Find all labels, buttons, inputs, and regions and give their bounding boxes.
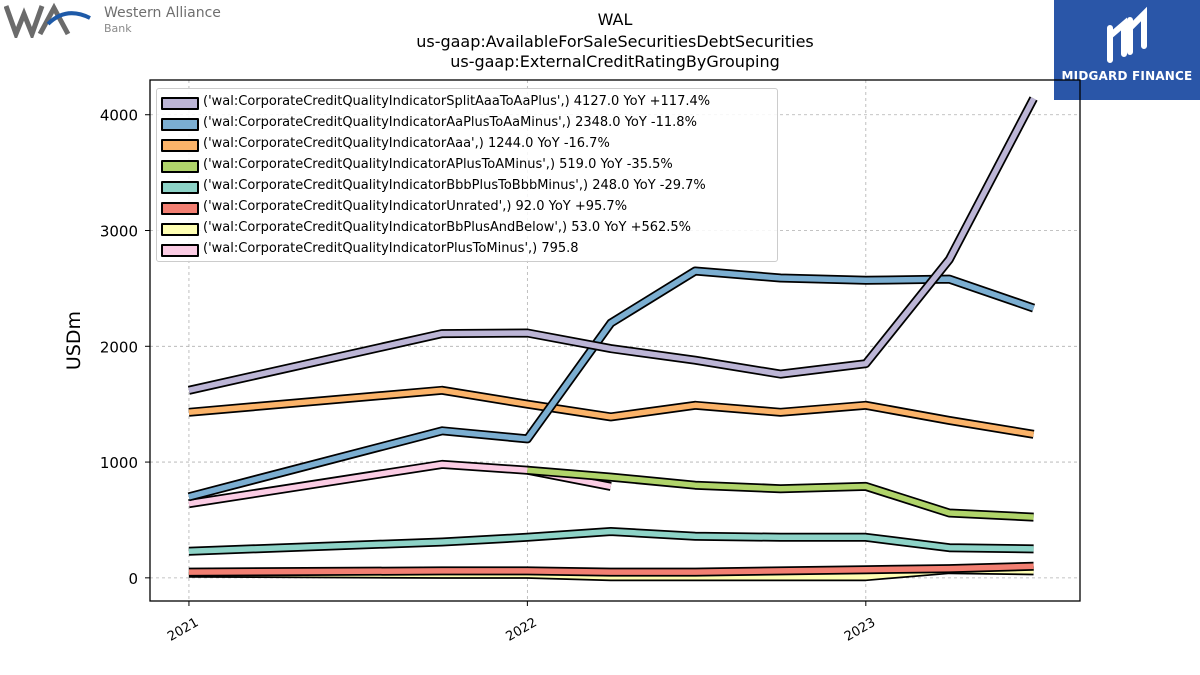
y-tick-label: 1000 xyxy=(100,454,138,472)
y-tick-label: 3000 xyxy=(100,223,138,241)
series-line xyxy=(187,96,1038,395)
legend-item: ('wal:CorporateCreditQualityIndicatorBbb… xyxy=(157,176,777,197)
legend-item: ('wal:CorporateCreditQualityIndicatorAaP… xyxy=(157,113,777,134)
series-line xyxy=(188,527,1034,556)
series-line xyxy=(188,385,1035,439)
series-line xyxy=(187,266,1036,502)
logo-company-line2: Bank xyxy=(104,22,132,35)
y-axis-label: USDm xyxy=(63,311,85,370)
series-lines xyxy=(187,96,1038,582)
midgard-emblem-icon xyxy=(1107,6,1147,63)
x-tick-label: 2023 xyxy=(842,615,878,645)
legend-item: ('wal:CorporateCreditQualityIndicatorSpl… xyxy=(157,92,777,113)
chart-legend: ('wal:CorporateCreditQualityIndicatorSpl… xyxy=(156,88,778,262)
series-line-fill xyxy=(188,563,1034,575)
legend-swatch xyxy=(161,244,199,257)
chart-subtitle-1: us-gaap:AvailableForSaleSecuritiesDebtSe… xyxy=(416,32,814,51)
y-tick-label: 0 xyxy=(128,570,138,588)
legend-label: ('wal:CorporateCreditQualityIndicatorAaa… xyxy=(203,136,610,151)
y-tick-label: 2000 xyxy=(100,338,138,356)
series-line xyxy=(188,459,612,509)
legend-swatch xyxy=(161,181,199,194)
legend-label: ('wal:CorporateCreditQualityIndicatorAaP… xyxy=(203,115,697,130)
series-line-fill xyxy=(527,467,1034,520)
series-line xyxy=(527,465,1034,522)
y-tick-label: 4000 xyxy=(100,107,138,125)
legend-swatch xyxy=(161,223,199,236)
logo-company-line1: Western Alliance xyxy=(104,5,221,21)
legend-item: ('wal:CorporateCreditQualityIndicatorBbP… xyxy=(157,218,777,239)
chart-title: WAL xyxy=(597,10,633,29)
legend-label: ('wal:CorporateCreditQualityIndicatorUnr… xyxy=(203,199,628,214)
legend-label: ('wal:CorporateCreditQualityIndicatorBbb… xyxy=(203,178,706,193)
chart-subtitle-2: us-gaap:ExternalCreditRatingByGrouping xyxy=(450,52,780,71)
x-tick-label: 2022 xyxy=(504,615,540,645)
western-alliance-logo: Western Alliance Bank xyxy=(3,2,244,42)
series-line-fill xyxy=(188,387,1035,438)
legend-swatch xyxy=(161,202,199,215)
series-line-fill xyxy=(188,97,1037,393)
legend-swatch xyxy=(161,160,199,173)
series-line-fill xyxy=(188,528,1034,554)
legend-swatch xyxy=(161,97,199,110)
legend-item: ('wal:CorporateCreditQualityIndicatorAPl… xyxy=(157,155,777,176)
legend-swatch xyxy=(161,139,199,152)
legend-label: ('wal:CorporateCreditQualityIndicatorBbP… xyxy=(203,220,692,235)
series-line-fill xyxy=(188,268,1035,500)
legend-label: ('wal:CorporateCreditQualityIndicatorPlu… xyxy=(203,241,579,256)
legend-item: ('wal:CorporateCreditQualityIndicatorUnr… xyxy=(157,197,777,218)
series-line xyxy=(188,561,1034,577)
legend-swatch xyxy=(161,118,199,131)
midgard-finance-logo: MIDGARD FINANCE xyxy=(1054,0,1200,100)
legend-label: ('wal:CorporateCreditQualityIndicatorSpl… xyxy=(203,94,711,109)
plot-frame xyxy=(149,79,1081,602)
x-tick-label: 2021 xyxy=(165,615,201,645)
wa-logo-icon xyxy=(3,2,91,42)
midgard-finance-name: MIDGARD FINANCE xyxy=(1061,69,1193,83)
legend-item: ('wal:CorporateCreditQualityIndicatorAaa… xyxy=(157,134,777,155)
legend-label: ('wal:CorporateCreditQualityIndicatorAPl… xyxy=(203,157,673,172)
legend-item: ('wal:CorporateCreditQualityIndicatorPlu… xyxy=(157,239,777,260)
series-line-fill xyxy=(188,461,612,507)
